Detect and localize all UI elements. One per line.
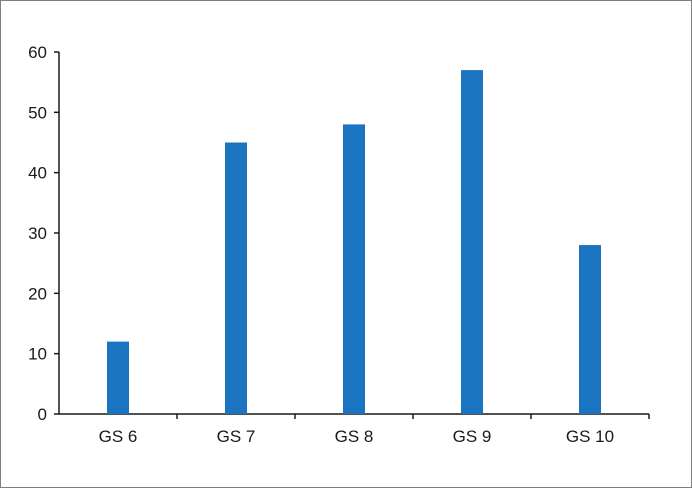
x-tick-label: GS 9: [453, 427, 492, 446]
y-tick-label: 40: [28, 164, 47, 183]
bar-gs-10: [579, 245, 601, 414]
y-tick-label: 20: [28, 284, 47, 303]
y-tick-label: 50: [28, 103, 47, 122]
y-tick-label: 10: [28, 345, 47, 364]
bar-gs-7: [225, 142, 247, 414]
y-tick-label: 60: [28, 43, 47, 62]
chart-axes: [54, 51, 650, 419]
x-tick-label: GS 7: [217, 427, 256, 446]
y-tick-label: 0: [38, 405, 47, 424]
bar-gs-6: [107, 341, 129, 414]
bar-gs-8: [343, 124, 365, 415]
x-tick-label: GS 6: [99, 427, 138, 446]
bar-gs-9: [461, 70, 483, 414]
y-tick-label: 30: [28, 224, 47, 243]
y-tick-labels: 0 10 20 30 40 50 60: [28, 43, 47, 424]
x-tick-label: GS 10: [566, 427, 614, 446]
x-tick-label: GS 8: [335, 427, 374, 446]
chart-bars: [107, 70, 601, 415]
x-tick-labels: GS 6 GS 7 GS 8 GS 9 GS 10: [99, 427, 614, 446]
